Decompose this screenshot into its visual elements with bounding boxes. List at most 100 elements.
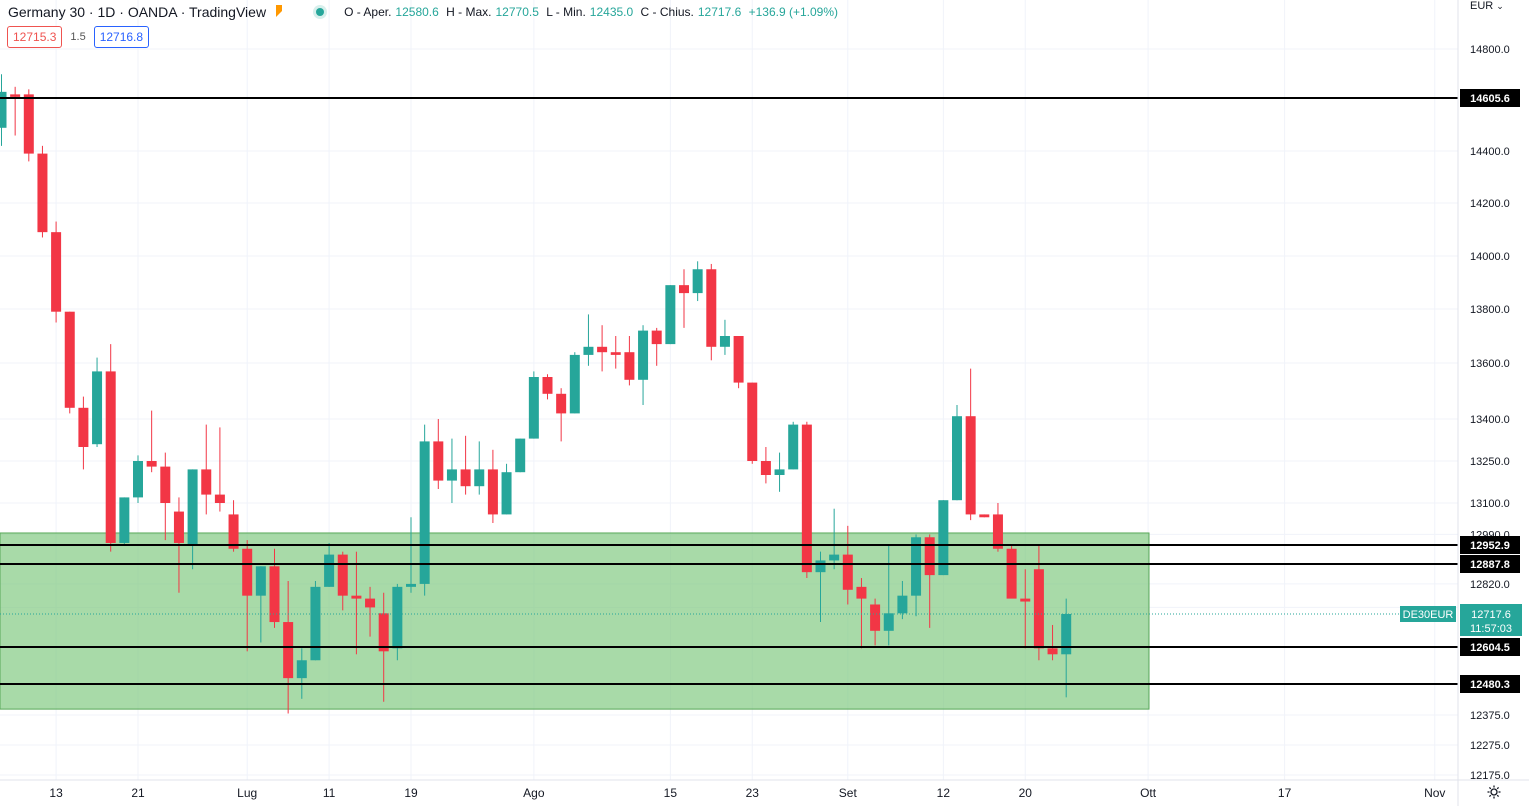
candle-down[interactable] [23,94,34,154]
candle-up[interactable] [952,416,962,501]
candle-down[interactable] [760,461,771,475]
candle-up[interactable] [719,336,730,347]
candle-down[interactable] [556,393,567,414]
candle-down[interactable] [487,469,498,515]
candle-down[interactable] [433,441,444,481]
candle-down[interactable] [173,511,184,543]
level-price-tag [1460,638,1520,656]
candle-down[interactable] [37,153,48,233]
candle-down[interactable] [870,604,881,631]
candle-down[interactable] [337,554,348,596]
candle-up[interactable] [829,554,840,561]
candle-up[interactable] [911,537,922,596]
flag-icon[interactable] [276,5,283,17]
candle-up[interactable] [515,438,526,473]
candle-up[interactable] [296,660,307,679]
x-tick-label: Lug [237,786,257,800]
candle-up[interactable] [187,469,198,546]
candle-up[interactable] [774,469,785,475]
candle-up[interactable] [419,441,430,584]
candle-down[interactable] [78,407,89,447]
symbol-tag-label: DE30EUR [1403,609,1454,621]
buy-button[interactable]: 12716.8 [93,26,150,48]
candle-up[interactable] [528,377,539,439]
candle-down[interactable] [201,469,212,495]
candle-down[interactable] [10,94,21,97]
demand-zone[interactable] [0,532,1150,710]
candle-up[interactable] [406,583,416,587]
candle-down[interactable] [1020,598,1031,602]
candle-down[interactable] [597,346,608,353]
candle-up[interactable] [133,461,143,498]
candle-down[interactable] [747,382,758,461]
candle-up[interactable] [1061,614,1072,655]
candle-down[interactable] [1033,569,1044,649]
candle-down[interactable] [992,514,1003,549]
time-axis[interactable] [0,780,1529,806]
candle-up[interactable] [446,469,457,481]
candle-down[interactable] [733,336,744,383]
candle-down[interactable] [924,537,935,576]
candle-down[interactable] [965,416,976,515]
candle-up[interactable] [501,472,512,515]
candle-down[interactable] [51,232,62,312]
candle-up[interactable] [310,586,321,661]
x-tick-label: 20 [1019,786,1033,800]
candle-down[interactable] [801,424,812,573]
candle-up[interactable] [119,497,130,543]
sell-button[interactable]: 12715.3 [7,26,63,48]
candle-down[interactable] [242,548,253,596]
candle-down[interactable] [365,598,376,608]
y-tick-label: 14400.0 [1470,146,1510,158]
price-axis[interactable] [1458,0,1529,806]
currency-selector[interactable]: EUR ⌄ [1470,0,1504,12]
close-value: 12717.6 [697,5,742,19]
y-tick-label: 12375.0 [1470,710,1510,722]
candle-up[interactable] [255,566,266,596]
candle-up[interactable] [938,500,949,576]
high-value: 12770.5 [495,5,539,19]
y-tick-label: 13100.0 [1470,498,1510,510]
candle-down[interactable] [679,285,689,294]
x-tick-label: 15 [664,786,678,800]
candle-up[interactable] [569,354,580,414]
candle-up[interactable] [0,91,7,128]
candle-down[interactable] [542,377,553,394]
candle-down[interactable] [378,613,389,652]
candle-down[interactable] [160,466,171,503]
symbol-title[interactable]: Germany 30 · 1D · OANDA · TradingView [8,4,267,20]
candle-up[interactable] [883,613,894,631]
candle-down[interactable] [979,514,990,518]
spread-value: 1.5 [70,31,86,43]
candle-down[interactable] [269,566,280,623]
candle-down[interactable] [146,461,157,467]
candle-down[interactable] [228,514,239,549]
candle-down[interactable] [105,371,116,543]
candle-down[interactable] [1047,648,1058,655]
candle-down[interactable] [856,586,867,599]
candle-up[interactable] [583,346,594,355]
candle-down[interactable] [842,554,853,590]
candle-up[interactable] [638,330,649,380]
gear-icon[interactable] [1486,784,1502,800]
candle-down[interactable] [1006,548,1017,599]
candle-down[interactable] [610,352,621,355]
candle-down[interactable] [706,269,717,347]
candle-down[interactable] [64,311,75,408]
candle-up[interactable] [897,595,908,614]
candle-down[interactable] [214,494,225,503]
candle-up[interactable] [692,269,703,294]
candle-up[interactable] [392,586,403,649]
candle-up[interactable] [324,554,335,587]
candle-down[interactable] [624,352,635,380]
candle-down[interactable] [651,330,662,345]
candle-down[interactable] [283,622,294,679]
candle-down[interactable] [460,469,471,487]
candle-down[interactable] [351,595,362,599]
candle-up[interactable] [788,424,799,470]
candle-up[interactable] [815,560,826,573]
candle-up[interactable] [665,285,676,345]
candle-up[interactable] [474,469,485,487]
candle-up[interactable] [92,371,103,445]
